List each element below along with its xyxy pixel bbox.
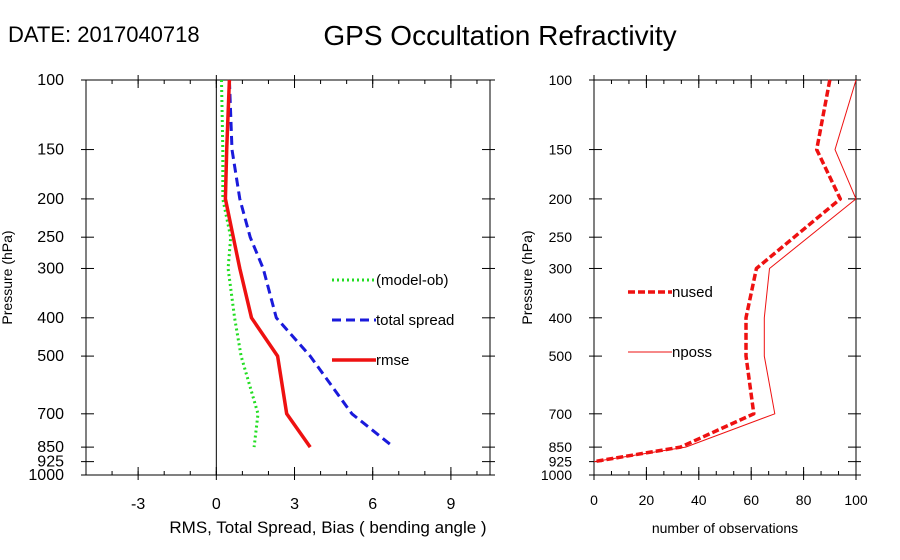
y-tick-label: 500 xyxy=(37,348,64,365)
y-tick-label: 700 xyxy=(549,406,573,422)
legend-label: (model-ob) xyxy=(376,272,449,289)
y-axis-label: Pressure (hPa) xyxy=(0,230,15,324)
x-tick-label: 6 xyxy=(368,496,377,513)
series-line-nused xyxy=(593,79,843,464)
y-tick-label: 100 xyxy=(37,72,64,89)
x-axis-label: number of observations xyxy=(652,520,798,536)
y-tick-label: 300 xyxy=(549,260,573,276)
legend-label: nused xyxy=(672,284,713,301)
x-tick-label: 0 xyxy=(590,492,598,508)
chart-title: GPS Occultation Refractivity xyxy=(323,20,677,51)
date-label: DATE: 2017040718 xyxy=(8,22,200,47)
y-tick-label: 1000 xyxy=(541,467,572,483)
plot-frame xyxy=(85,79,491,476)
y-tick-label: 100 xyxy=(549,72,573,88)
y-tick-label: 250 xyxy=(37,229,64,246)
y-tick-label: 400 xyxy=(549,310,573,326)
x-tick-label: 0 xyxy=(212,496,221,513)
x-axis-label: RMS, Total Spread, Bias ( bending angle … xyxy=(169,518,486,537)
series-line-modelob xyxy=(220,79,260,448)
y-tick-label: 850 xyxy=(37,439,64,456)
x-tick-label: 9 xyxy=(446,496,455,513)
x-tick-label: 20 xyxy=(639,492,655,508)
legend-label: rmse xyxy=(376,352,409,369)
x-tick-label: 40 xyxy=(691,492,707,508)
y-tick-label: 300 xyxy=(37,260,64,277)
x-tick-label: 80 xyxy=(796,492,812,508)
y-tick-label: 500 xyxy=(549,348,573,364)
x-tick-label: 60 xyxy=(743,492,759,508)
y-tick-label: 700 xyxy=(37,406,64,423)
x-tick-label: -3 xyxy=(131,496,145,513)
y-axis-label: Pressure (hPa) xyxy=(519,230,535,324)
y-tick-label: 925 xyxy=(549,454,573,470)
x-tick-label: 100 xyxy=(844,492,868,508)
y-tick-label: 400 xyxy=(37,310,64,327)
y-tick-label: 200 xyxy=(37,191,64,208)
y-tick-label: 150 xyxy=(37,142,64,159)
y-tick-label: 150 xyxy=(549,142,573,158)
plot-frame xyxy=(593,79,857,476)
y-tick-label: 250 xyxy=(549,229,573,245)
y-tick-label: 1000 xyxy=(28,467,64,484)
x-tick-label: 3 xyxy=(290,496,299,513)
y-tick-label: 850 xyxy=(549,439,573,455)
series-line-rmse xyxy=(223,79,312,449)
legend-label: nposs xyxy=(672,344,712,361)
series-line-totalspread xyxy=(227,79,395,449)
legend-label: total spread xyxy=(376,312,454,329)
series-line-nposs xyxy=(593,79,857,463)
y-tick-label: 925 xyxy=(37,454,64,471)
y-tick-label: 200 xyxy=(549,191,573,207)
